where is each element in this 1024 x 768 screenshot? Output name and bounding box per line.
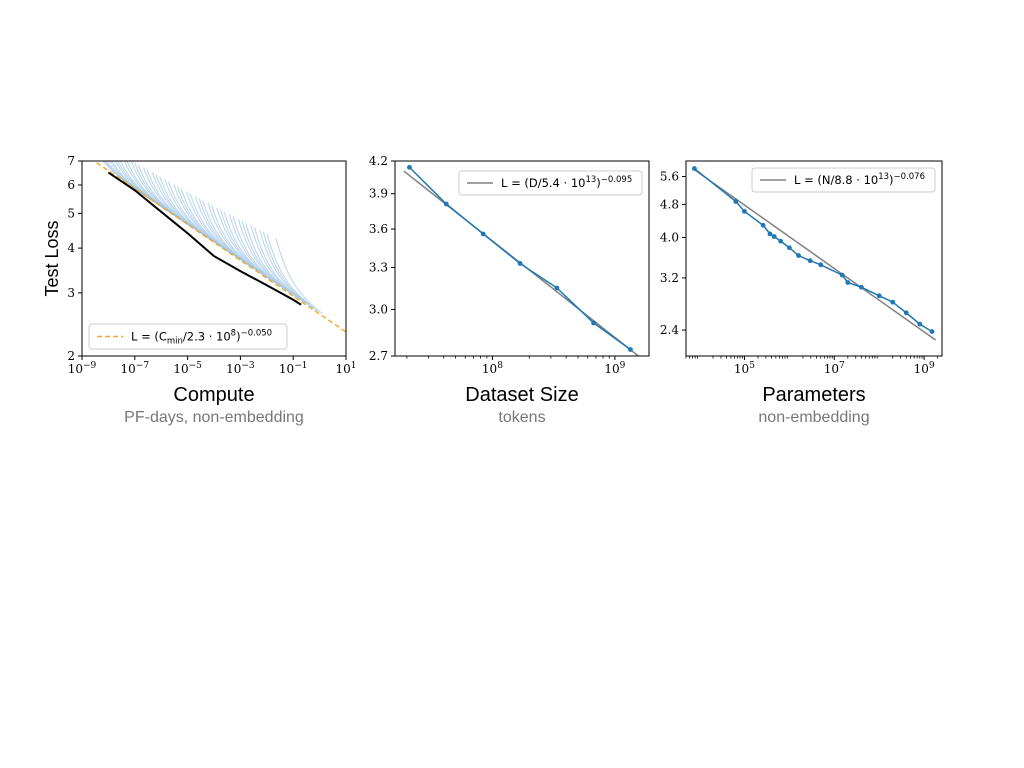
y-tick-label: 5	[67, 206, 75, 220]
axes-frame	[394, 160, 650, 357]
x-tick-label: 10−7	[121, 361, 150, 376]
y-axis-label: Test Loss	[42, 220, 62, 296]
training-curve	[266, 233, 310, 305]
data-point	[733, 199, 739, 204]
training-curve	[275, 238, 323, 314]
panel-compute-plot	[92, 161, 346, 333]
training-curve	[142, 167, 198, 232]
data-point	[767, 231, 773, 237]
data-point	[692, 166, 697, 171]
data-point	[917, 321, 923, 327]
data-point	[591, 320, 596, 326]
legend-box	[458, 170, 643, 196]
x-axis-label: Parameters	[762, 384, 865, 406]
training-curve	[237, 218, 297, 298]
training-curve	[173, 184, 233, 255]
panel-parameters: 105 107 109 2.4 3.2 4.0 4.8 5.6 Parameters non-em…	[660, 160, 943, 426]
y-tick-label: 3.2	[660, 271, 679, 285]
y-tick-label: 3	[67, 286, 75, 300]
data-point	[929, 329, 935, 334]
x-axis-sublabel: non-embedding	[758, 409, 869, 426]
data-point	[818, 262, 824, 268]
data-point	[778, 238, 784, 244]
y-tick-label: 3.9	[369, 187, 388, 201]
data-point	[876, 293, 882, 299]
training-curve	[194, 196, 254, 270]
x-axis-label: Dataset Size	[465, 384, 578, 406]
legend-label: L = (D/5.4 · 1013)−0.095	[501, 175, 632, 190]
plot-area	[403, 164, 640, 356]
data-point	[890, 299, 896, 305]
x-tick-label: 10−5	[173, 361, 202, 376]
y-tick-label: 2	[67, 349, 75, 363]
x-tick-label: 10−3	[226, 361, 255, 376]
training-curve	[207, 202, 263, 275]
data-point	[742, 208, 747, 214]
data-point	[845, 280, 851, 285]
axes-frame	[81, 160, 347, 357]
data-point	[480, 231, 486, 237]
training-curve	[250, 225, 306, 304]
y-tick-label: 3.3	[369, 260, 388, 274]
x-tick-label: 10−9	[68, 361, 97, 376]
training-curve	[185, 191, 241, 261]
x-tick-label: 109	[604, 361, 625, 376]
y-tick-label: 7	[67, 154, 75, 168]
x-axis-sublabel: PF-days, non-embedding	[124, 409, 304, 426]
y-tick-label: 2.7	[369, 349, 388, 363]
x-axis-sublabel: tokens	[498, 409, 545, 426]
x-tick-label: 109	[914, 361, 935, 376]
legend-box	[751, 167, 936, 193]
y-tick-label: 6	[67, 178, 75, 192]
data-point	[760, 222, 766, 228]
data-point	[771, 234, 777, 239]
data-point	[443, 201, 449, 207]
data-point	[786, 245, 792, 251]
data-point	[807, 258, 813, 264]
panel-compute: 10−9 10−7 10−5 10−3 10−1 101 2 3 4 5 6 7 Compute PF-d…	[42, 154, 357, 426]
data-point	[517, 261, 523, 266]
x-axis-label: Compute	[173, 384, 254, 406]
legend-box	[88, 323, 288, 350]
panel-dataset-size: 108 109 2.7 3.0 3.3 3.6 3.9 4.2 Dataset Size toke…	[369, 154, 650, 426]
power-law-fit	[92, 161, 346, 333]
y-tick-label: 5.6	[660, 170, 679, 184]
legend-label: L = (N/8.8 · 1013)−0.076	[794, 172, 925, 187]
data-point	[407, 164, 412, 170]
y-tick-label: 2.4	[660, 323, 679, 337]
axes-frame	[685, 160, 943, 357]
compute-frontier	[107, 171, 302, 306]
training-curve	[216, 207, 276, 284]
training-curve	[228, 214, 284, 289]
plot-area	[691, 166, 937, 341]
x-tick-label: 108	[482, 361, 503, 376]
x-tick-label: 107	[824, 361, 845, 376]
data-point	[839, 272, 845, 278]
data-point	[628, 347, 633, 352]
data-line	[693, 167, 933, 333]
data-point	[554, 285, 560, 291]
training-curve	[123, 161, 177, 218]
y-tick-label: 4.0	[660, 230, 679, 244]
y-tick-label: 3.0	[369, 302, 388, 316]
training-curve	[151, 172, 211, 241]
x-tick-label: 10−1	[279, 361, 308, 376]
power-law-fit	[691, 167, 937, 341]
data-point	[858, 284, 864, 290]
y-tick-label: 4	[67, 241, 75, 255]
y-tick-label: 3.6	[369, 222, 388, 236]
training-curve	[259, 229, 319, 312]
legend-label: L = (Cmin/2.3 · 108)−0.050	[131, 329, 272, 347]
y-tick-label: 4.2	[369, 154, 388, 168]
data-point	[796, 253, 801, 258]
x-tick-label: 101	[335, 361, 356, 376]
data-point	[903, 310, 909, 316]
y-tick-label: 4.8	[660, 197, 679, 211]
x-tick-label: 105	[734, 361, 755, 376]
